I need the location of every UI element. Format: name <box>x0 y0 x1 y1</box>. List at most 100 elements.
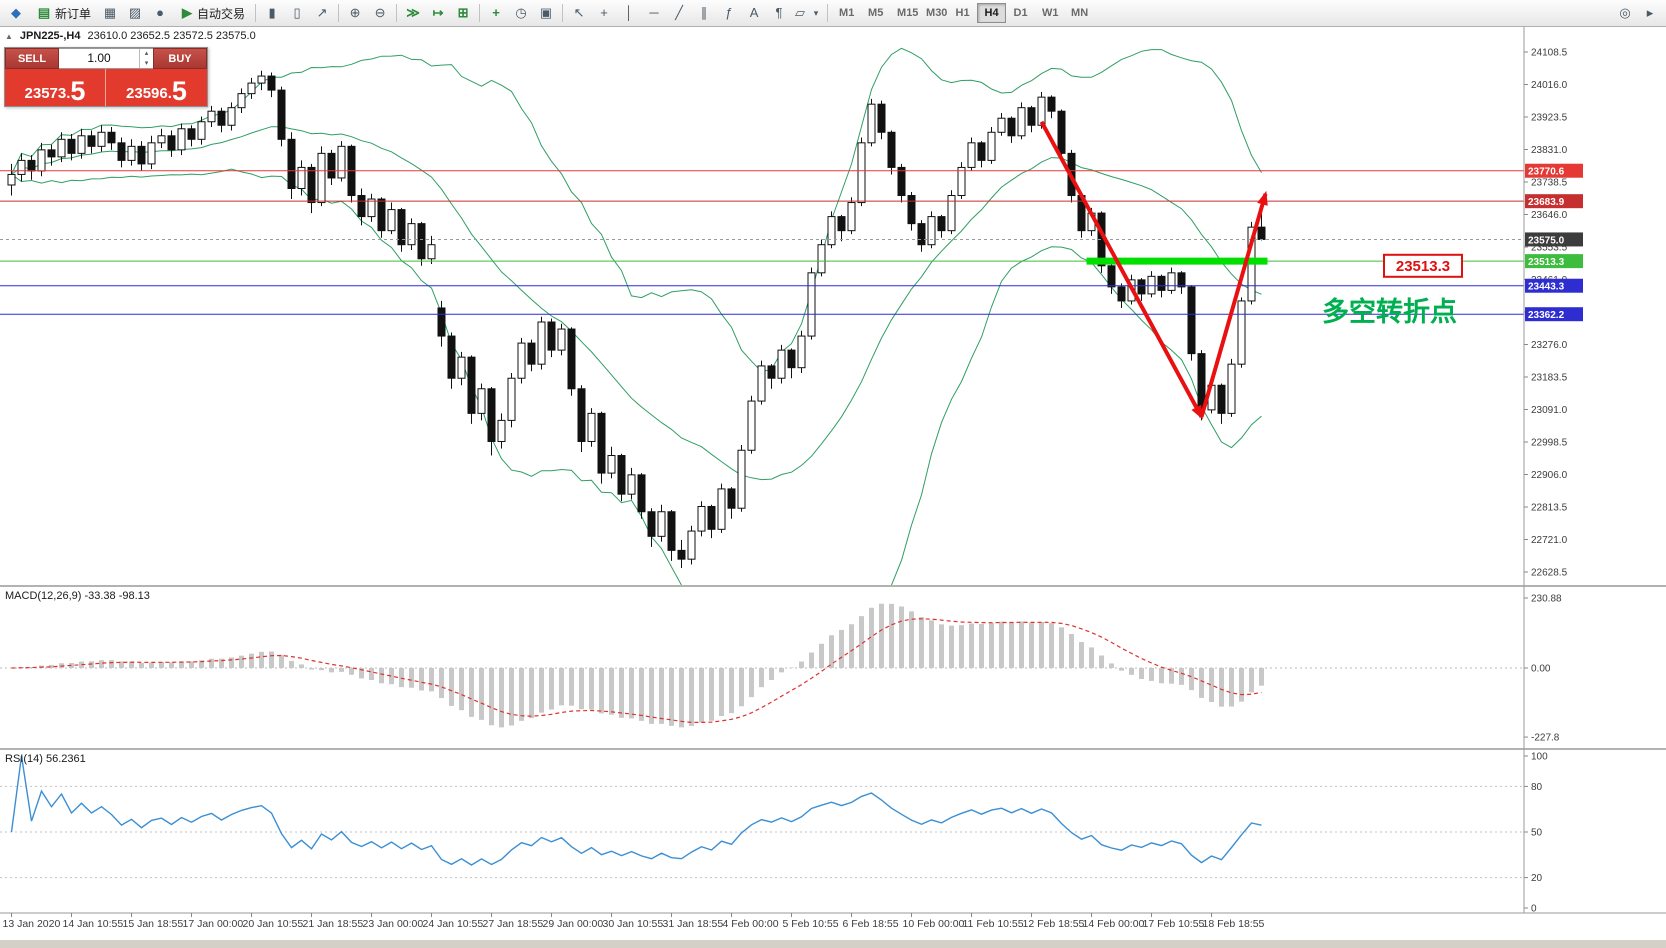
bar-chart-mode-icon[interactable]: ▮ <box>268 5 276 20</box>
text-tool-icon[interactable]: A <box>749 5 759 20</box>
svg-text:18 Feb 18:55: 18 Feb 18:55 <box>1203 918 1265 930</box>
svg-text:17 Jan 00:00: 17 Jan 00:00 <box>183 918 244 930</box>
autotrading-button[interactable]: ▶ 自动交易 <box>173 2 251 24</box>
volume-up-icon[interactable]: ▴ <box>144 50 149 57</box>
svg-text:15 Jan 18:55: 15 Jan 18:55 <box>123 918 184 930</box>
svg-text:23091.0: 23091.0 <box>1531 405 1568 416</box>
cursor-icon[interactable]: ↖ <box>573 5 585 20</box>
collapse-one-click-icon[interactable]: ▲ <box>5 31 13 41</box>
svg-text:50: 50 <box>1531 828 1543 839</box>
pointer-icon[interactable]: ▸ <box>1646 5 1654 20</box>
zoom-in-icon[interactable]: ⊕ <box>349 5 361 20</box>
timeframe-M5[interactable]: M5 <box>861 3 890 23</box>
turning-point-annotation: 多空转折点 <box>1322 296 1457 327</box>
svg-text:5 Feb 10:55: 5 Feb 10:55 <box>783 918 839 930</box>
svg-text:14 Feb 00:00: 14 Feb 00:00 <box>1083 918 1145 930</box>
timeframe-M15[interactable]: M15 <box>890 3 919 23</box>
rsi-pane <box>0 755 1524 879</box>
svg-text:6 Feb 18:55: 6 Feb 18:55 <box>843 918 899 930</box>
auto-scroll-icon[interactable]: ≫ <box>406 5 420 20</box>
svg-text:22721.0: 22721.0 <box>1531 535 1568 546</box>
svg-text:22628.5: 22628.5 <box>1531 568 1568 579</box>
svg-text:14 Jan 10:55: 14 Jan 10:55 <box>63 918 124 930</box>
trendline-icon[interactable]: ╱ <box>675 5 683 20</box>
bid-price[interactable]: 23573. 5 <box>5 69 106 106</box>
search-icon[interactable]: ◎ <box>1619 5 1631 20</box>
timeframe-D1[interactable]: D1 <box>1006 3 1035 23</box>
buy-button[interactable]: BUY <box>153 48 207 69</box>
svg-text:24 Jan 10:55: 24 Jan 10:55 <box>423 918 484 930</box>
timeframe-H4[interactable]: H4 <box>977 3 1007 23</box>
zoom-out-icon[interactable]: ⊖ <box>374 5 386 20</box>
rsi-indicator-label: RSI(14) 56.2361 <box>5 753 86 765</box>
volume-value[interactable]: 1.00 <box>87 51 111 65</box>
svg-text:30 Jan 10:55: 30 Jan 10:55 <box>603 918 664 930</box>
ask-price[interactable]: 23596. 5 <box>106 69 207 106</box>
charts-icon[interactable]: ▦ <box>103 5 117 20</box>
svg-text:31 Jan 18:55: 31 Jan 18:55 <box>663 918 724 930</box>
svg-text:23183.5: 23183.5 <box>1531 373 1568 384</box>
svg-text:24016.0: 24016.0 <box>1531 80 1568 91</box>
time-axis[interactable]: 13 Jan 2020 14 Jan 10:55 15 Jan 18:55 17 Ja… <box>3 913 1265 930</box>
chart-shift-icon[interactable]: ↦ <box>432 5 444 20</box>
trend-arrows[interactable] <box>1039 120 1268 420</box>
svg-text:22998.5: 22998.5 <box>1531 438 1568 449</box>
ask-big-digit: 5 <box>171 76 187 106</box>
svg-text:13 Jan 2020: 13 Jan 2020 <box>3 918 61 930</box>
new-order-button[interactable]: ▤ 新订单 <box>29 2 97 24</box>
timeframe-W1[interactable]: W1 <box>1035 3 1064 23</box>
new-order-label: 新订单 <box>55 6 92 21</box>
svg-text:24108.5: 24108.5 <box>1531 48 1568 59</box>
timeframe-MN[interactable]: MN <box>1064 3 1093 23</box>
toolbar-separator <box>396 4 398 22</box>
svg-text:12 Feb 18:55: 12 Feb 18:55 <box>1023 918 1085 930</box>
price-axis[interactable]: 24108.5 24016.0 23923.5 23831.0 23738.5 23646… <box>1524 48 1583 915</box>
svg-text:22813.5: 22813.5 <box>1531 503 1568 514</box>
volume-stepper[interactable]: 1.00 ▴ ▾ <box>59 48 153 69</box>
svg-text:23738.5: 23738.5 <box>1531 178 1568 189</box>
horizontal-lines[interactable] <box>0 170 1524 315</box>
profiles-icon[interactable]: ▨ <box>128 5 142 20</box>
svg-text:21 Jan 18:55: 21 Jan 18:55 <box>303 918 364 930</box>
svg-text:10 Feb 00:00: 10 Feb 00:00 <box>903 918 965 930</box>
arrow-label-icon[interactable]: ¶ <box>775 5 783 20</box>
fibonacci-icon[interactable]: ƒ <box>725 5 733 20</box>
horizontal-line-icon[interactable]: ─ <box>649 5 659 20</box>
shapes-icon[interactable]: ▱ <box>795 5 806 20</box>
channel-icon[interactable]: ∥ <box>700 5 708 20</box>
price-chart[interactable]: 23513.3 多空转折点 24108.5 24016.0 23923.5 23831.0… <box>0 27 1666 948</box>
svg-text:23276.0: 23276.0 <box>1531 340 1568 351</box>
svg-text:23923.5: 23923.5 <box>1531 113 1568 124</box>
symbol-ohlc: 23610.0 23652.5 23572.5 23575.0 <box>87 30 256 42</box>
svg-text:0: 0 <box>1531 904 1537 915</box>
svg-text:29 Jan 00:00: 29 Jan 00:00 <box>543 918 604 930</box>
tile-windows-icon[interactable]: ⊞ <box>457 5 469 20</box>
svg-text:23646.0: 23646.0 <box>1531 210 1568 221</box>
crosshair-icon[interactable]: + <box>600 5 608 20</box>
bid-main: 23573. <box>24 85 71 102</box>
price-flag[interactable]: 23513.3 <box>1383 253 1463 278</box>
timeframe-H1[interactable]: H1 <box>948 3 977 23</box>
svg-text:11 Feb 10:55: 11 Feb 10:55 <box>963 918 1024 930</box>
svg-text:23513.3: 23513.3 <box>1396 258 1450 275</box>
indicators-icon[interactable]: + <box>492 5 500 20</box>
macd-indicator-label: MACD(12,26,9) -33.38 -98.13 <box>5 590 150 602</box>
periods-icon[interactable]: ◷ <box>515 5 527 20</box>
macd-pane <box>0 603 1524 728</box>
sell-button[interactable]: SELL <box>5 48 59 69</box>
symbol-info: ▲ JPN225-,H4 23610.0 23652.5 23572.5 235… <box>5 30 256 42</box>
timeframe-M30[interactable]: M30 <box>919 3 948 23</box>
volume-down-icon[interactable]: ▾ <box>144 59 149 67</box>
line-chart-mode-icon[interactable]: ↗ <box>316 5 328 20</box>
svg-text:23 Jan 00:00: 23 Jan 00:00 <box>363 918 424 930</box>
candlestick-mode-icon[interactable]: ▯ <box>293 5 301 20</box>
symbol-name: JPN225-,H4 <box>19 30 81 42</box>
templates-icon[interactable]: ▣ <box>539 5 553 20</box>
svg-text:23683.9: 23683.9 <box>1528 197 1565 208</box>
vertical-line-icon[interactable]: │ <box>624 5 634 20</box>
shapes-dropdown-icon[interactable]: ▾ <box>813 8 819 18</box>
alerts-icon[interactable]: ● <box>156 5 164 20</box>
toolbar-separator <box>255 4 257 22</box>
timeframe-M1[interactable]: M1 <box>832 3 861 23</box>
svg-text:23443.3: 23443.3 <box>1528 282 1565 293</box>
